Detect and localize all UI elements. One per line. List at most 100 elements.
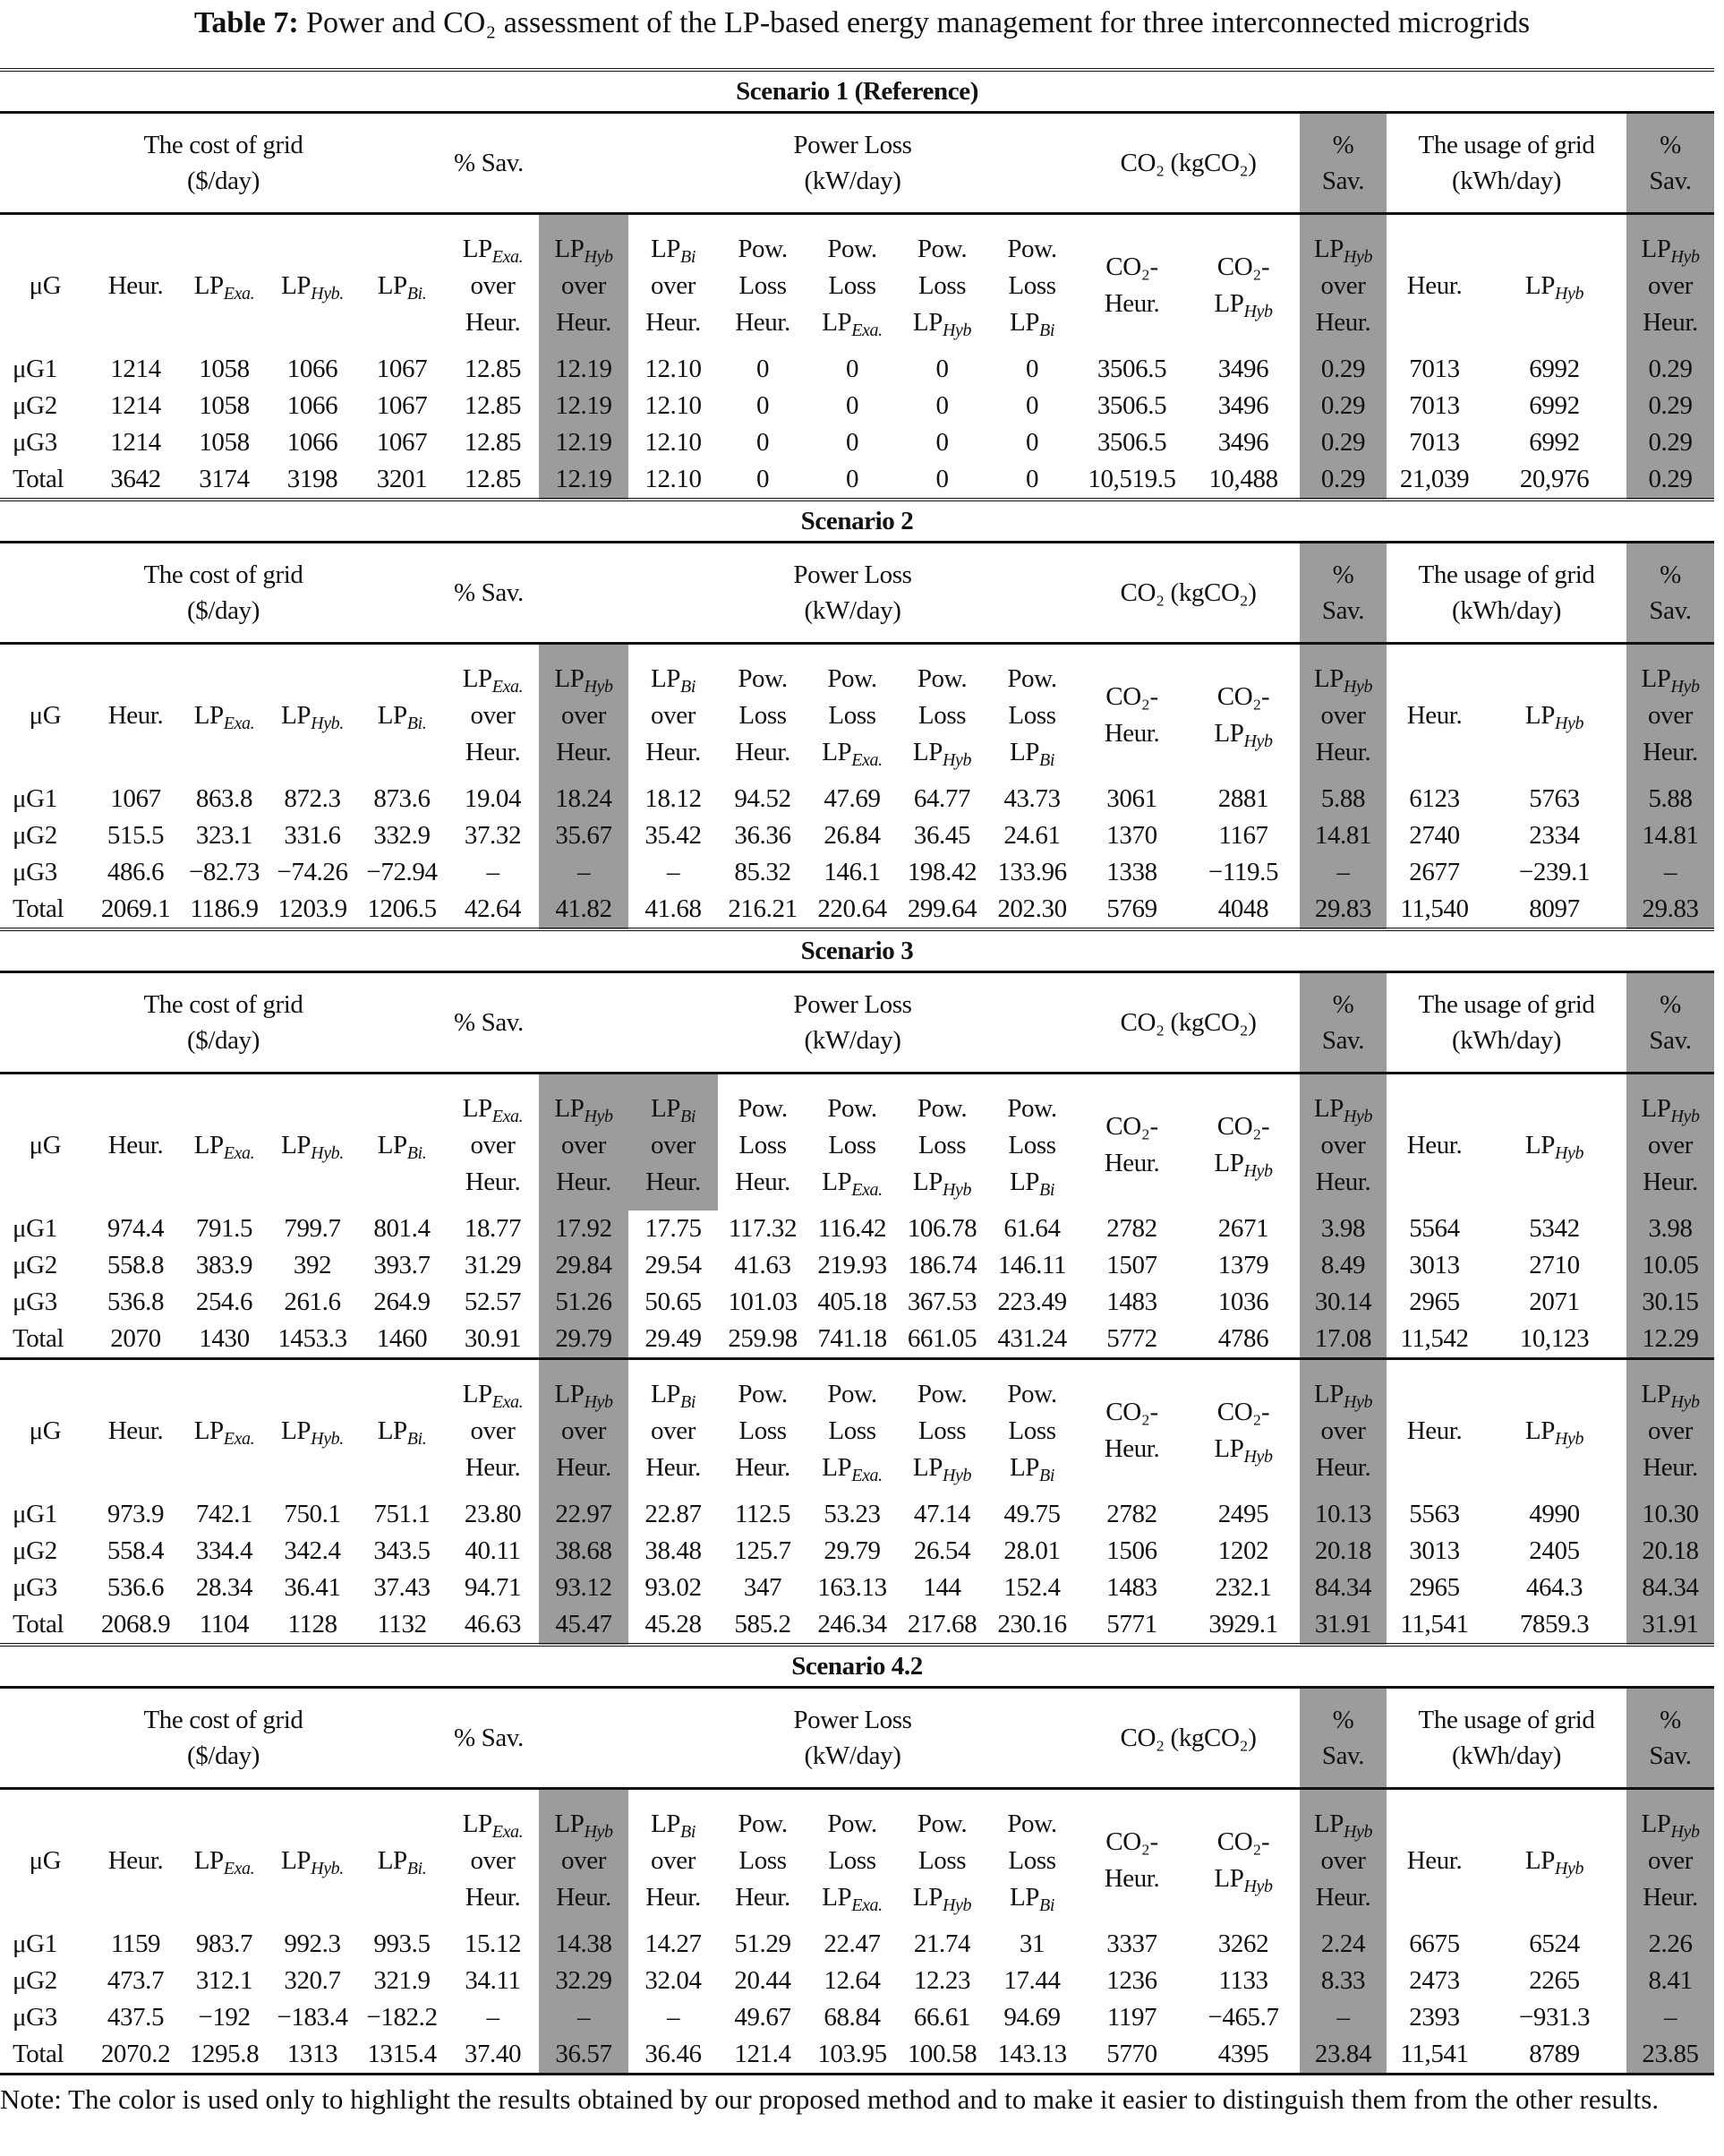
column-header-text: Heur. xyxy=(735,1882,790,1912)
table-cell: 43.73 xyxy=(1003,784,1061,813)
column-header-text: LP xyxy=(1214,1434,1244,1463)
table-row: μG2 1214 1058 1066 1067 12.85 12.19 12.10 0 0 0 0 35… xyxy=(0,388,1715,424)
column-header-text: over xyxy=(651,1845,696,1875)
scenario-title-row: Scenario 1 (Reference) xyxy=(0,68,1715,114)
column-header: LPBi over Heur. xyxy=(628,1073,718,1211)
column-header-text: LP xyxy=(912,1167,943,1196)
column-header-line: Pow. xyxy=(897,231,987,268)
column-header-line: Heur. xyxy=(1626,304,1714,341)
table-cell: 1315.4 xyxy=(367,2040,437,2068)
column-header: LPBi over Heur. xyxy=(628,1357,718,1496)
table-cell: 486.6 xyxy=(107,858,165,886)
column-header-text: LP xyxy=(650,1809,681,1838)
table-cell: 36.57 xyxy=(539,2036,628,2073)
column-header-line: CO₂- xyxy=(1077,1824,1187,1861)
table-cell: 342.4 xyxy=(284,1536,341,1565)
group-header-sav: % Sav. xyxy=(447,542,628,645)
column-header: Pow. Loss LPBi xyxy=(987,1357,1077,1496)
column-header-line: over xyxy=(447,1127,539,1164)
row-label: μG1 xyxy=(13,1500,57,1528)
table-cell: 12.85 xyxy=(464,391,522,420)
table-cell: 38.48 xyxy=(644,1536,702,1565)
column-header-text: LP xyxy=(193,270,224,300)
column-header: CO₂- LPHyb xyxy=(1187,1789,1300,1927)
column-header-line: LPHyb xyxy=(1187,1145,1300,1182)
group-header-line: Power Loss xyxy=(793,560,912,589)
column-header: LPExa. xyxy=(181,1074,268,1211)
column-header-text: Pow. xyxy=(827,1093,877,1123)
table-cell: 2069.1 xyxy=(100,894,171,923)
column-header-text: CO₂- xyxy=(1105,1827,1158,1856)
column-header-line: LPBi xyxy=(628,661,718,697)
column-header: LPBi. xyxy=(357,1357,447,1496)
table-cell: 106.78 xyxy=(907,1214,977,1243)
column-header-text: Heur. xyxy=(107,1845,164,1875)
column-header-text: LP xyxy=(554,1093,585,1123)
column-header: μG xyxy=(0,1789,90,1927)
group-header-usage: The usage of grid (kWh/day) xyxy=(1387,1687,1626,1790)
row-label: μG3 xyxy=(13,1573,57,1602)
column-header-line: LPBi xyxy=(628,1091,718,1127)
column-header-text: LP xyxy=(912,1452,943,1482)
column-header-line: LPHyb xyxy=(1626,1376,1714,1413)
column-header-subscript: Hyb xyxy=(1243,732,1273,751)
table-cell: 1067 xyxy=(376,355,428,383)
table-cell: 8.33 xyxy=(1300,1963,1387,1999)
column-header-line: LPBi xyxy=(987,1164,1077,1201)
column-header-subscript: Exa. xyxy=(851,1179,883,1200)
table-cell: 1066 xyxy=(286,355,338,383)
table-cell: – xyxy=(1626,854,1715,891)
column-header-line: Heur. xyxy=(1077,1861,1187,1897)
table-cell: 94.71 xyxy=(464,1573,522,1602)
table-cell: 347 xyxy=(743,1573,782,1602)
group-header-line: The cost of grid xyxy=(143,560,303,589)
column-header-text: CO₂- xyxy=(1105,252,1158,281)
table-cell: 2495 xyxy=(1217,1500,1269,1528)
column-header-subscript: Bi. xyxy=(406,1858,427,1878)
column-header-text: over xyxy=(1648,1845,1693,1875)
table-cell: 0 xyxy=(935,465,949,493)
column-header-text: LP xyxy=(462,1093,492,1123)
column-header: Pow. Loss LPExa. xyxy=(807,214,897,352)
table-row: μG3 437.5 −192 −183.4 −182.2 – – – 49.67 68.84 66.… xyxy=(0,1999,1715,2036)
column-header: LPHyb over Heur. xyxy=(1300,643,1387,781)
table-cell: 31.91 xyxy=(1300,1606,1387,1645)
column-header: LPHyb xyxy=(1482,214,1626,352)
column-header-text: Pow. xyxy=(1007,1379,1057,1408)
column-header-line: over xyxy=(628,1843,718,1879)
column-header-line: CO₂- xyxy=(1187,1394,1300,1431)
table-cell: 36.36 xyxy=(734,821,791,850)
table-cell: 68.84 xyxy=(824,2003,881,2032)
table-cell: 7013 xyxy=(1409,391,1460,420)
column-header: LPHyb xyxy=(1482,1357,1626,1496)
column-header: CO₂- LPHyb xyxy=(1187,214,1300,352)
column-header-text: Heur. xyxy=(1406,270,1463,300)
table-cell: 873.6 xyxy=(373,784,431,813)
table-cell: 10,488 xyxy=(1208,465,1278,493)
column-header: Pow. Loss Heur. xyxy=(718,1074,807,1211)
column-header-subscript: Hyb xyxy=(584,246,613,267)
column-header-line: over xyxy=(539,1127,628,1164)
group-header-usagesav: % Sav. xyxy=(1626,971,1715,1074)
table-cell: 464.3 xyxy=(1525,1573,1583,1602)
total-row: Total 2068.9 1104 1128 1132 46.63 45.47 45.28 58… xyxy=(0,1606,1715,1645)
column-header-text: LP xyxy=(1313,663,1344,693)
column-header: Heur. xyxy=(1387,1789,1482,1927)
column-header-subscript: Hyb xyxy=(1554,1142,1584,1163)
column-header-line: LPHyb xyxy=(1187,1431,1300,1467)
column-header-line: over xyxy=(628,697,718,734)
column-header: Heur. xyxy=(1387,1357,1482,1496)
column-header-text: CO₂- xyxy=(1105,1112,1158,1141)
column-header-line: Loss xyxy=(897,1127,987,1164)
column-header-subscript: Bi xyxy=(680,1391,696,1412)
row-label: Total xyxy=(13,2040,64,2068)
column-header-line: Heur. xyxy=(718,1450,807,1486)
column-header-text: Heur. xyxy=(556,1167,611,1196)
column-header-text: Heur. xyxy=(556,1882,611,1912)
table-cell: 47.69 xyxy=(824,784,881,813)
column-header-text: Pow. xyxy=(827,1379,877,1408)
column-header-text: Heur. xyxy=(107,270,164,300)
sub-header-row: μG Heur. LPExa. LPHyb. LPBi. LPExa. over Heur. L… xyxy=(0,213,1715,352)
column-header-text: LP xyxy=(1524,270,1555,300)
table-cell: 26.84 xyxy=(824,821,881,850)
